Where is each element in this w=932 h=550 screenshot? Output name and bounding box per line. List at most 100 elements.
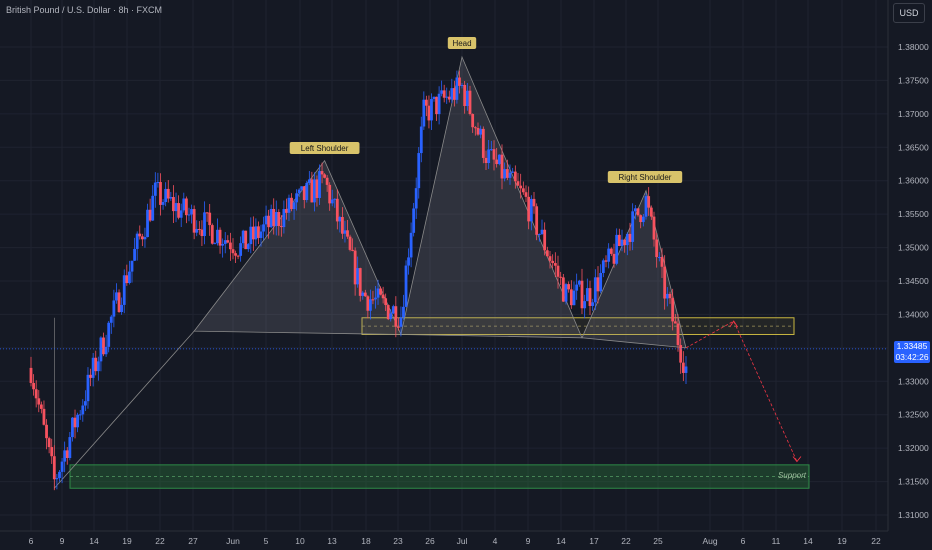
left-shoulder-triangle xyxy=(193,159,402,335)
candle-body xyxy=(197,228,201,230)
candle-body xyxy=(673,321,677,324)
candle-body xyxy=(487,149,491,164)
x-tick-label: 9 xyxy=(60,536,65,546)
candle-body xyxy=(363,292,367,297)
candle-body xyxy=(371,299,375,301)
x-tick-label: 26 xyxy=(425,536,435,546)
candle-body xyxy=(318,171,321,198)
y-tick-label: 1.33000 xyxy=(898,376,929,386)
candle-body xyxy=(254,226,258,240)
candle-body xyxy=(218,229,222,246)
candle-body xyxy=(508,172,512,178)
candle-body xyxy=(148,209,152,221)
candle-body xyxy=(649,207,653,217)
candle-body xyxy=(437,93,441,115)
candle-body xyxy=(135,233,139,249)
candle-body xyxy=(335,198,339,222)
candle-body xyxy=(452,88,456,100)
candle-body xyxy=(234,253,237,256)
candle-body xyxy=(338,217,342,222)
candle-body xyxy=(60,461,64,472)
candle-body xyxy=(262,224,265,232)
candle-body xyxy=(655,239,659,258)
x-tick-label: 14 xyxy=(89,536,99,546)
candle-body xyxy=(386,305,390,320)
candle-body xyxy=(32,382,35,390)
x-tick-label: 17 xyxy=(589,536,599,546)
candle-body xyxy=(455,77,459,100)
candle-body xyxy=(282,209,286,228)
candle-body xyxy=(45,424,48,439)
candle-body xyxy=(102,337,105,355)
candle-body xyxy=(249,226,253,245)
candle-body xyxy=(369,299,372,311)
candle-body xyxy=(307,179,311,183)
candle-body xyxy=(665,293,669,299)
candle-body xyxy=(412,208,416,233)
candle-body xyxy=(516,181,520,186)
projection-arrowhead xyxy=(792,456,802,463)
candle-body xyxy=(391,306,395,314)
candle-body xyxy=(435,96,438,115)
candle-body xyxy=(559,276,563,278)
candle-body xyxy=(404,265,408,307)
candle-body xyxy=(68,437,72,458)
candle-body xyxy=(177,203,181,218)
candle-body xyxy=(476,127,480,135)
candle-body xyxy=(599,272,603,292)
candle-body xyxy=(569,289,573,306)
candle-body xyxy=(115,292,118,301)
candle-body xyxy=(58,471,61,479)
x-tick-label: 22 xyxy=(621,536,631,546)
candle-body xyxy=(200,229,204,237)
candle-body xyxy=(29,367,33,383)
candle-body xyxy=(652,216,656,240)
candle-body xyxy=(497,154,501,165)
candle-body xyxy=(585,288,589,302)
candle-body xyxy=(396,326,400,328)
candle-body xyxy=(471,113,475,128)
candle-body xyxy=(315,179,319,198)
candle-body xyxy=(663,266,667,299)
candle-body xyxy=(236,255,240,257)
candle-body xyxy=(125,275,129,284)
candle-body xyxy=(503,169,507,179)
candle-body xyxy=(647,196,651,208)
y-tick-label: 1.37500 xyxy=(898,75,929,85)
candle-body xyxy=(295,193,299,203)
candle-body xyxy=(535,206,539,235)
candle-body xyxy=(442,90,446,98)
candle-body xyxy=(489,149,493,151)
candle-body xyxy=(636,208,640,216)
pattern-entry-line xyxy=(54,330,195,489)
candle-body xyxy=(259,231,263,238)
candle-body xyxy=(184,198,188,216)
candle-body xyxy=(348,236,352,250)
candle-body xyxy=(156,182,160,184)
candle-body xyxy=(366,296,370,311)
candle-body xyxy=(430,99,433,121)
candle-body xyxy=(264,215,268,225)
candle-body xyxy=(644,196,648,217)
x-tick-label: 10 xyxy=(295,536,305,546)
candle-body xyxy=(190,209,193,215)
candle-body xyxy=(246,244,250,250)
candle-body xyxy=(47,438,51,448)
candle-body xyxy=(208,212,212,226)
candle-body xyxy=(633,208,637,212)
y-tick-label: 1.35500 xyxy=(898,209,929,219)
candle-body xyxy=(274,212,278,226)
candle-body xyxy=(71,417,74,438)
candle-body xyxy=(389,313,393,320)
candle-body xyxy=(78,414,82,416)
candle-body xyxy=(601,260,605,273)
x-tick-label: 13 xyxy=(327,536,337,546)
currency-button[interactable]: USD xyxy=(893,3,925,23)
candle-body xyxy=(223,240,227,244)
candle-body xyxy=(548,256,552,261)
candle-body xyxy=(151,195,155,221)
candle-body xyxy=(320,171,324,175)
candle-body xyxy=(231,249,235,254)
candle-body xyxy=(631,211,635,242)
